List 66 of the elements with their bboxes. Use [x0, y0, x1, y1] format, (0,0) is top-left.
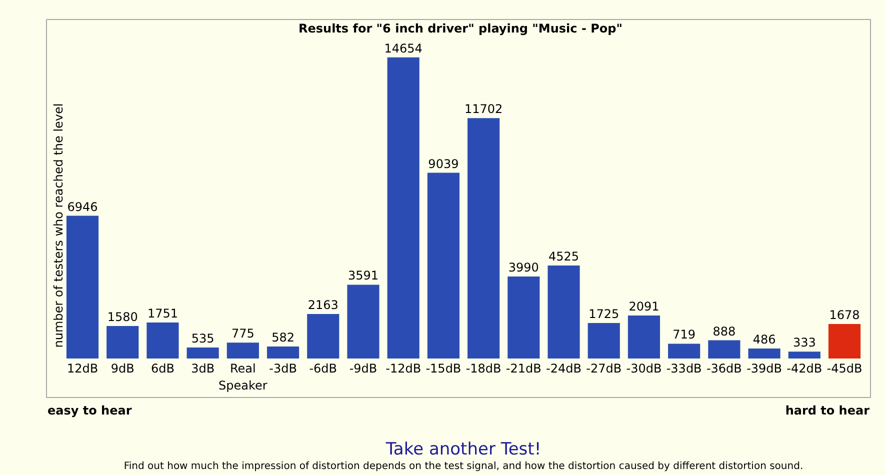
bar — [548, 266, 580, 358]
x-tick-label: -36dB — [706, 362, 742, 376]
bar — [748, 348, 780, 358]
data-label: 719 — [672, 328, 696, 342]
text: Take another Test! — [384, 440, 542, 460]
x-tick-label: -18dB — [466, 362, 502, 376]
x-tick-label: -24dB — [546, 362, 582, 376]
data-label: 14654 — [384, 41, 422, 56]
x-tick-label: -33dB — [666, 362, 702, 376]
bar — [588, 323, 620, 358]
x-tick-label: 9dB — [110, 362, 134, 376]
chart-title: Results for "6 inch driver" playing "Music - Pop" — [298, 22, 623, 36]
bar — [347, 284, 380, 358]
x-tick-label: -3dB — [269, 362, 297, 376]
y-axis-title: number of testers who reached the level — [52, 103, 66, 348]
data-label: 3990 — [508, 260, 539, 275]
bar — [628, 316, 660, 358]
bar — [146, 322, 179, 358]
data-label: 4525 — [548, 250, 580, 264]
text: easy to hear — [48, 404, 132, 418]
data-label: 9039 — [428, 156, 459, 171]
bar — [307, 314, 340, 358]
x-tick-label: -9dB — [349, 362, 378, 376]
data-label: 582 — [272, 330, 294, 345]
x-tick-label: -15dB — [426, 362, 462, 376]
bar — [708, 340, 740, 358]
bar — [508, 276, 540, 358]
data-label: 2091 — [628, 300, 660, 314]
bar — [186, 348, 219, 358]
bar — [468, 118, 500, 358]
bar — [387, 57, 420, 358]
bar — [788, 352, 820, 358]
bar — [226, 342, 259, 358]
data-label: 6946 — [67, 200, 98, 214]
data-label: 486 — [752, 332, 776, 347]
x-tick-label: -42dB — [786, 362, 822, 376]
x-tick-label: 12dB — [66, 362, 98, 376]
data-label: 1580 — [107, 310, 138, 324]
text: hard to hear — [785, 404, 870, 418]
bar — [668, 344, 700, 358]
x-tick-label: -6dB — [309, 362, 338, 376]
bar — [66, 216, 99, 358]
x-tick-label: -27dB — [586, 362, 622, 376]
data-label: 3591 — [348, 268, 379, 283]
bar — [266, 346, 300, 358]
bar — [427, 172, 460, 358]
data-label: 535 — [191, 332, 214, 346]
x-tick-label: -39dB — [746, 362, 782, 376]
x-tick-label: -45dB — [826, 362, 862, 376]
data-label: 333 — [792, 336, 816, 350]
data-label: 888 — [712, 324, 736, 338]
bar — [106, 326, 139, 358]
data-label: 775 — [231, 326, 254, 341]
x-tick-label: Real Speaker — [218, 362, 268, 392]
text: Find out how much the impression of distortion depends on the test signal, and how the distortion caused by different distortion sound. — [124, 461, 804, 472]
data-label: 1725 — [588, 307, 620, 322]
x-tick-label: 6dB — [150, 362, 174, 376]
data-label: 1678 — [829, 308, 860, 322]
x-tick-label: -12dB — [386, 362, 422, 376]
x-tick-label: -21dB — [506, 362, 542, 376]
bar — [828, 324, 861, 358]
data-label: 1751 — [147, 306, 178, 321]
data-label: 2163 — [308, 298, 338, 312]
x-tick-label: 3dB — [191, 362, 215, 376]
x-tick-label: -30dB — [626, 362, 662, 376]
data-label: 11702 — [464, 102, 503, 116]
